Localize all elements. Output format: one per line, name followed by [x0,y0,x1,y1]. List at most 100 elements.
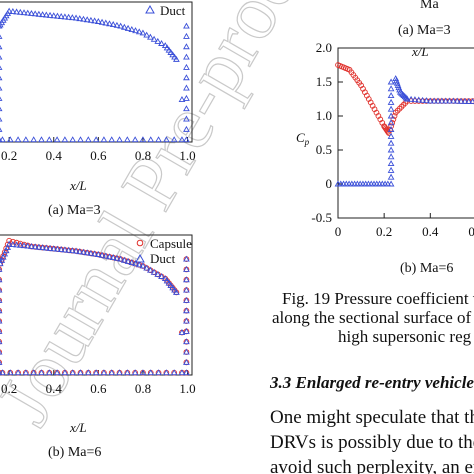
duct-point [426,97,434,104]
duct-point [102,252,110,259]
duct-point [147,136,155,143]
duct-point [38,136,45,143]
left-top-xlabel: x/L [69,178,87,193]
duct-point [150,35,158,42]
capsule-point [0,318,2,324]
x-tick-label: 0.8 [135,381,151,396]
body-line-3: avoid such perplexity, an enlarged [270,457,474,474]
y-tick-label: -0.5 [311,210,332,225]
duct-point [109,254,117,261]
duct-point [0,329,3,334]
duct-point [77,369,84,376]
duct-point [50,12,58,19]
duct-point [13,241,20,248]
duct-point [102,19,110,26]
duct-point [69,369,77,376]
right-plot-data-marks [334,62,474,187]
right-plot-ylabel: Cp [296,130,310,147]
capsule-point [0,287,2,293]
left-bottom-xlabel: x/L [69,420,87,435]
duct-point [39,244,46,251]
duct-point [72,14,80,21]
duct-point [139,136,147,143]
y-tick-label: 0 [326,176,333,191]
duct-point [0,75,3,81]
duct-point [387,98,395,105]
duct-point [169,284,177,291]
duct-point [183,327,190,334]
x-tick-label: 0.6 [90,148,107,163]
duct-point [53,369,61,376]
duct-point [0,360,3,365]
body-paragraph: One might speculate that the incr DRVs i… [270,407,474,474]
capsule-point [0,328,2,335]
duct-point [65,13,72,20]
duct-point [0,369,6,376]
duct-point [22,369,30,376]
duct-point [450,97,457,104]
y-tick-label: 1.5 [316,74,332,89]
duct-point [4,243,12,250]
capsule-point [0,359,2,366]
duct-point [183,53,190,60]
right-plot-x-ticks: 0 0.2 0.4 0.6 [335,213,474,239]
left-top-x-ticks: 0.2 0.4 0.6 0.8 1.0 [1,137,196,163]
right-cp-plot: 2.01.51.00.50-0.5 00.20.40.6 Cp (b) Ma=6 [296,40,474,276]
duct-point [116,136,123,143]
duct-point [109,21,117,28]
duct-point [0,253,7,260]
left-bottom-x-ticks: 0.2 0.4 0.6 0.8 1.0 [1,370,196,396]
duct-point [183,84,190,91]
duct-point [162,136,170,143]
capsule-point [0,266,2,273]
duct-legend-label: Duct [160,3,186,18]
duct-point [0,257,3,262]
duct-point [45,369,53,376]
duct-point [0,370,3,376]
duct-point [170,136,178,143]
right-plot-y-ticks: 2.0 1.5 1.0 0.5 0 -0.5 [311,40,343,225]
duct-point [35,243,43,250]
duct-point [9,241,17,248]
duct-point [169,51,177,58]
duct-point [183,32,190,39]
duct-point [2,247,10,254]
duct-point [106,20,113,27]
duct-point [76,248,84,255]
duct-point [178,136,186,143]
duct-point [143,31,151,38]
duct-point [183,276,190,283]
capsule-point [13,239,20,246]
x-tick-label: 1.0 [179,148,195,163]
duct-point [162,369,170,376]
duct-legend-marker [145,4,155,14]
duct-point [0,298,3,303]
duct-point [92,136,100,143]
duct-point [139,262,147,269]
duct-point [35,10,43,17]
duct-point [42,244,50,251]
duct-point [1,250,9,257]
duct-point [117,22,125,29]
duct-point [139,29,147,36]
duct-point [155,136,162,143]
right-top-caption: (a) Ma=3 [398,23,451,38]
duct-point [113,254,121,261]
duct-point [76,15,84,22]
duct-point [183,94,190,101]
duct-point [387,126,395,133]
x-tick-label: 0.4 [46,148,63,163]
duct-point [457,97,465,104]
duct-point [24,242,32,249]
duct-point [183,125,190,132]
x-tick-label: 0.6 [90,381,107,396]
capsule-point [0,349,2,355]
left-top-caption: (a) Ma=3 [48,203,101,218]
duct-point [69,136,77,143]
duct-point [163,44,171,51]
capsule-point [6,237,12,244]
duct-point [77,136,84,143]
left-bottom-caption: (b) Ma=6 [48,445,101,460]
duct-point [14,136,22,143]
capsule-point [0,339,2,345]
